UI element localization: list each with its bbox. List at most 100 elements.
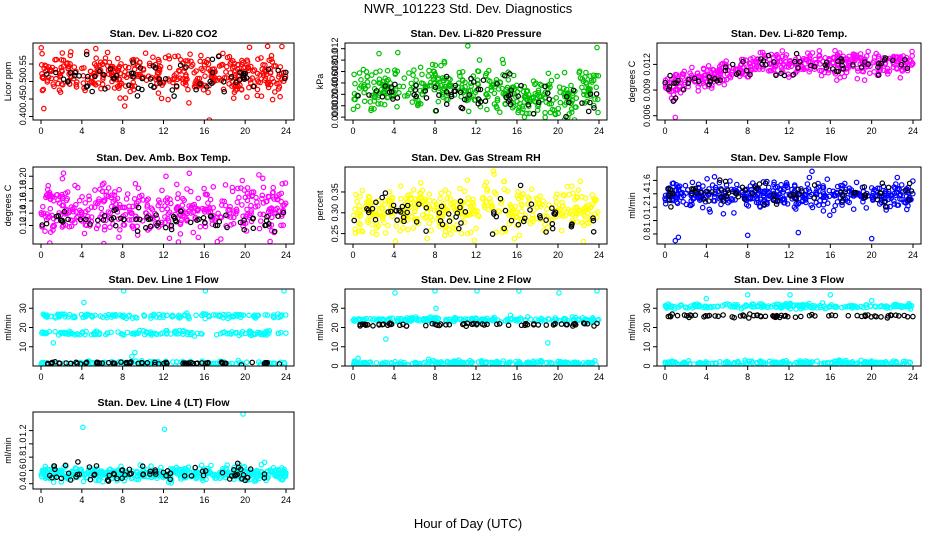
data-point [856, 192, 863, 198]
data-point [224, 54, 231, 61]
data-point-highlight [722, 178, 729, 185]
data-point [60, 170, 67, 177]
data-point [252, 204, 259, 210]
data-point [710, 67, 717, 73]
data-point [210, 205, 217, 211]
x-tick-label: 4 [79, 250, 84, 260]
data-point [595, 109, 601, 116]
x-tick-label: 20 [240, 250, 250, 260]
data-point [738, 305, 745, 312]
data-point-highlight [490, 209, 497, 215]
data-point [696, 81, 703, 87]
data-point [472, 89, 479, 96]
data-point [208, 462, 214, 469]
data-point [186, 100, 192, 106]
data-point [795, 201, 801, 207]
data-point [189, 61, 196, 68]
data-point-highlight [482, 98, 489, 104]
data-point [262, 312, 268, 318]
data-point [140, 197, 147, 203]
data-point [501, 178, 508, 185]
data-point [457, 185, 463, 192]
data-point [133, 200, 140, 207]
data-point [48, 67, 55, 74]
data-point-highlight [773, 72, 779, 79]
data-point [458, 230, 465, 237]
data-point [41, 470, 48, 477]
x-tick-label: 16 [512, 126, 522, 136]
data-point [484, 188, 490, 195]
data-point [717, 71, 724, 78]
data-point [263, 198, 270, 205]
data-point [70, 208, 76, 215]
data-point [47, 205, 54, 212]
data-point-highlight [443, 73, 450, 80]
data-point [720, 211, 727, 217]
data-point [401, 75, 408, 81]
data-point [514, 209, 521, 216]
data-point [376, 50, 382, 57]
data-point [512, 317, 518, 323]
data-point [804, 181, 811, 187]
data-point-highlight [823, 64, 830, 71]
data-point-highlight [180, 360, 186, 366]
data-point-highlight [459, 321, 466, 328]
data-point [50, 81, 57, 87]
data-point-highlight [209, 69, 216, 76]
data-point [175, 330, 182, 337]
data-point [702, 359, 709, 365]
data-point [883, 303, 890, 309]
data-point [279, 43, 285, 50]
data-point [373, 231, 380, 238]
data-point-highlight [494, 81, 500, 87]
data-point-highlight [281, 75, 288, 82]
data-point [695, 88, 702, 94]
data-point-highlight [238, 362, 245, 366]
data-point-highlight [753, 185, 760, 192]
data-point-highlight [521, 215, 528, 222]
data-point [689, 201, 695, 208]
data-points [350, 168, 601, 244]
y-tick-label: 20 [18, 322, 28, 332]
data-point [864, 359, 871, 366]
data-point [748, 358, 755, 365]
y-tick-label: 0.000 [330, 106, 340, 129]
data-point-highlight [96, 68, 103, 75]
y-tick-label: 10 [642, 342, 652, 352]
data-point [132, 331, 138, 337]
data-point [853, 179, 860, 186]
data-point [384, 222, 391, 229]
data-point [371, 212, 378, 218]
x-tick-label: 0 [38, 250, 43, 260]
data-point [733, 303, 739, 309]
data-point [58, 479, 65, 485]
data-point [217, 330, 224, 337]
data-point [436, 221, 443, 227]
data-point [268, 52, 275, 59]
data-point [88, 331, 95, 338]
data-point [593, 84, 600, 91]
data-point-highlight [733, 71, 740, 78]
data-point-highlight [423, 95, 430, 101]
x-tick-label: 12 [471, 250, 481, 260]
data-point [487, 199, 494, 205]
y-tick-label: 0.006 [642, 104, 652, 127]
data-point [528, 186, 535, 193]
data-point [275, 74, 282, 80]
data-point [66, 311, 73, 318]
data-point-highlight [718, 194, 724, 200]
data-point [473, 225, 479, 232]
data-point [126, 312, 133, 319]
data-point-highlight [542, 83, 548, 90]
panel-title: Stan. Dev. Line 3 Flow [734, 274, 845, 286]
data-point-highlight [811, 195, 817, 201]
data-point-highlight [65, 216, 71, 223]
data-point [187, 51, 193, 58]
data-point-highlight [845, 312, 852, 319]
data-point [267, 467, 274, 473]
data-point-highlight [399, 203, 406, 210]
data-point-highlight [898, 62, 905, 68]
data-point [466, 211, 473, 218]
data-point [817, 361, 824, 366]
data-point [565, 361, 571, 366]
